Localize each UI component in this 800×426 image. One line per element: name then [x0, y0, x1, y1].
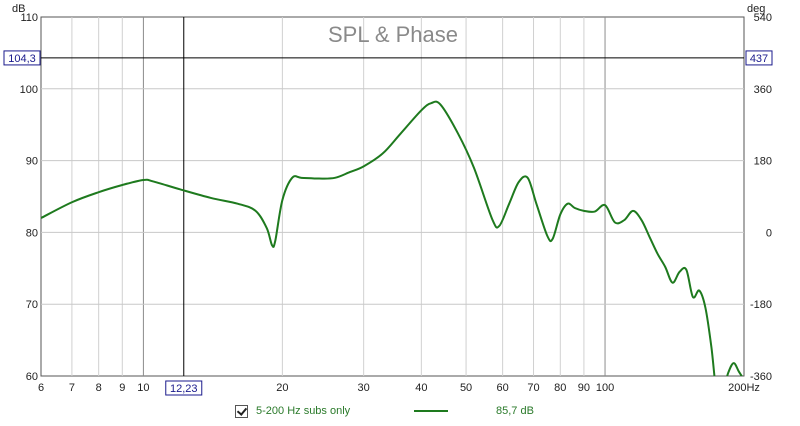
cursor-y2-label: 437 — [750, 53, 768, 65]
legend-series-name: 5-200 Hz subs only — [256, 405, 351, 417]
x-tick-label: 20 — [276, 382, 288, 394]
y2-tick-label: 0 — [766, 227, 772, 239]
x-tick-label: 100 — [596, 382, 614, 394]
x-axis-ticks: 6 7 8 9 10 20 30 40 50 60 70 80 90 100 — [38, 382, 614, 394]
x-tick-label: 6 — [38, 382, 44, 394]
x-axis-end-label: 200Hz — [728, 382, 760, 394]
legend-line-swatch — [414, 410, 448, 412]
legend: 5-200 Hz subs only 85,7 dB — [235, 403, 534, 419]
y-tick-label: 70 — [26, 299, 38, 311]
x-tick-label: 80 — [554, 382, 566, 394]
y-axis-ticks: 60 70 80 90 100 110 — [20, 12, 38, 383]
x-tick-label: 70 — [527, 382, 539, 394]
series-visibility-checkbox[interactable] — [235, 404, 248, 418]
plot-area — [40, 16, 745, 377]
y2-tick-label: -180 — [750, 299, 772, 311]
y-tick-label: 80 — [26, 227, 38, 239]
cursor-x-label: 12,23 — [170, 383, 198, 395]
x-tick-label: 60 — [497, 382, 509, 394]
spl-series-line — [41, 100, 743, 376]
y-tick-label: 90 — [26, 156, 38, 168]
cursor-y2-readout: 437 — [745, 50, 773, 66]
y-tick-label: 60 — [26, 371, 38, 383]
x-tick-label: 30 — [358, 382, 370, 394]
y2-tick-label: -360 — [750, 371, 772, 383]
y-tick-label: 100 — [20, 84, 38, 96]
y-axis-unit-right: deg — [747, 3, 765, 15]
cursor-y-readout: 104,3 — [3, 50, 41, 66]
x-tick-label: 50 — [460, 382, 472, 394]
x-tick-label: 9 — [119, 382, 125, 394]
x-tick-label: 7 — [69, 382, 75, 394]
y2-tick-label: 540 — [754, 12, 772, 24]
y-axis-unit-left: dB — [12, 3, 25, 15]
x-tick-label: 10 — [137, 382, 149, 394]
grid-lines — [41, 17, 744, 376]
y2-tick-label: 360 — [754, 84, 772, 96]
y2-tick-label: 180 — [754, 156, 772, 168]
crosshair-cursor[interactable]: 12,23 104,3 437 — [3, 17, 773, 396]
x-tick-label: 40 — [415, 382, 427, 394]
x-tick-label: 90 — [578, 382, 590, 394]
x-tick-label: 8 — [96, 382, 102, 394]
chart-title: SPL & Phase — [328, 22, 458, 47]
cursor-x-readout: 12,23 — [165, 380, 203, 396]
y2-axis-ticks: -360 -180 0 180 360 540 — [750, 12, 772, 383]
y-tick-label: 110 — [20, 12, 38, 24]
legend-series-readout: 85,7 dB — [496, 405, 534, 417]
cursor-y-label: 104,3 — [8, 53, 36, 65]
